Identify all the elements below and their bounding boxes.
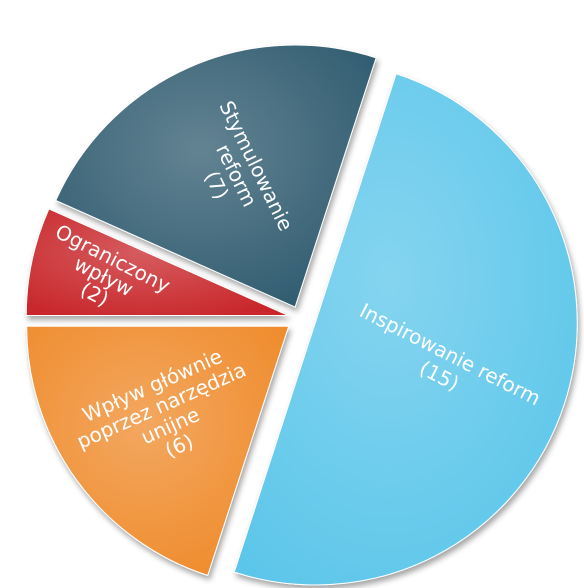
pie-slice-highlight-wplyw-glownie-poprzez-narzedzia-unijne <box>26 326 289 576</box>
pie-slice-highlight-stymulowanie-reform <box>55 45 377 308</box>
pie-slice-highlight-ograniczony-wplyw <box>26 208 289 316</box>
pie-slice-highlight-inspirowanie-reform <box>234 73 578 585</box>
pie-slices <box>25 44 578 586</box>
